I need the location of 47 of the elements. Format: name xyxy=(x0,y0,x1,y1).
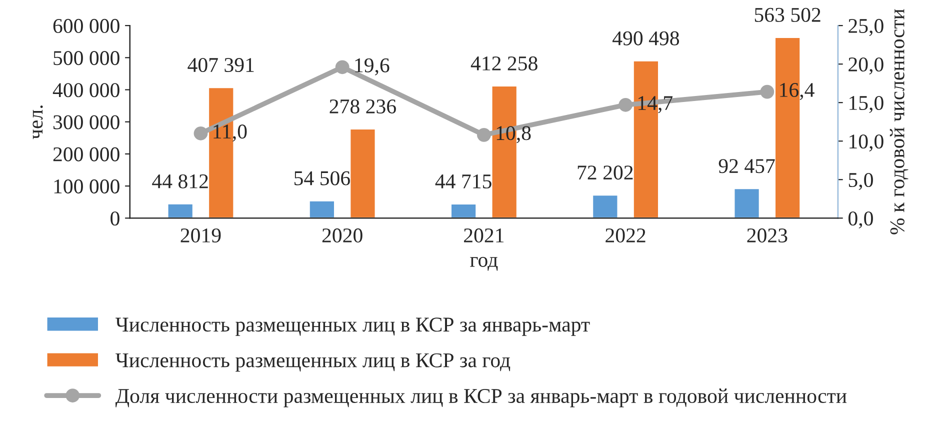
data-label: 72 202 xyxy=(578,166,633,180)
data-label: 490 498 xyxy=(612,31,680,46)
y2-tick-label: 15,0 xyxy=(850,96,884,114)
point xyxy=(477,128,491,142)
point xyxy=(618,98,633,112)
data-label: 19,6 xyxy=(355,58,390,76)
point xyxy=(760,84,774,99)
y2-tick-label: 10,0 xyxy=(850,134,884,152)
data-label: 407 391 xyxy=(188,58,254,72)
x-tick-label: 2022 xyxy=(606,228,646,242)
bar xyxy=(733,188,760,218)
y-tick-label: 200 000 xyxy=(53,147,120,162)
y-tick-label: 0 xyxy=(110,211,120,226)
point xyxy=(194,126,208,140)
y-tick-label: 400 000 xyxy=(52,83,120,98)
bar xyxy=(450,203,477,218)
x-tick-label: 2023 xyxy=(747,228,788,242)
bar xyxy=(349,128,376,218)
y-tick-label: 600 000 xyxy=(53,18,120,33)
data-label: 412 258 xyxy=(470,56,538,70)
data-label: 92 457 xyxy=(718,159,775,174)
y-tick-label: 500 000 xyxy=(54,51,120,66)
y2-tick-label: 20,0 xyxy=(848,57,884,74)
legend-label: Доля численности размещенных лиц в КСР за январь-март в годовой численности xyxy=(115,388,847,408)
x-tick-label: 2019 xyxy=(180,228,221,242)
y2-tick-label: 0,0 xyxy=(848,211,873,229)
x-tick-label: 2020 xyxy=(322,228,362,242)
y2-tick-label: 25,0 xyxy=(848,18,884,36)
data-label: 54 506 xyxy=(294,171,350,186)
point xyxy=(335,60,350,74)
legend-label: Численность размещенных лиц в КСР за январь-март xyxy=(116,318,590,336)
legend-label: Численность размещенных лиц в КСР за год xyxy=(116,353,510,372)
data-label: 44 715 xyxy=(435,174,492,188)
y2-tick-label: 5,0 xyxy=(848,172,873,190)
data-label: 44 812 xyxy=(152,174,208,188)
data-label: 14,7 xyxy=(638,96,673,114)
bar xyxy=(166,203,194,218)
bar xyxy=(592,194,619,218)
y-tick-label: 100 000 xyxy=(54,179,120,194)
data-label: 278 236 xyxy=(330,99,396,114)
data-label: 563 502 xyxy=(754,8,820,22)
y2-axis-title: % к годовой численности xyxy=(890,9,908,234)
y-tick-label: 300 000 xyxy=(53,115,120,130)
x-tick-label: 2021 xyxy=(464,228,504,242)
y-axis-title: чел. xyxy=(32,106,43,140)
x-axis-title: год xyxy=(470,256,498,271)
bar xyxy=(308,200,336,218)
